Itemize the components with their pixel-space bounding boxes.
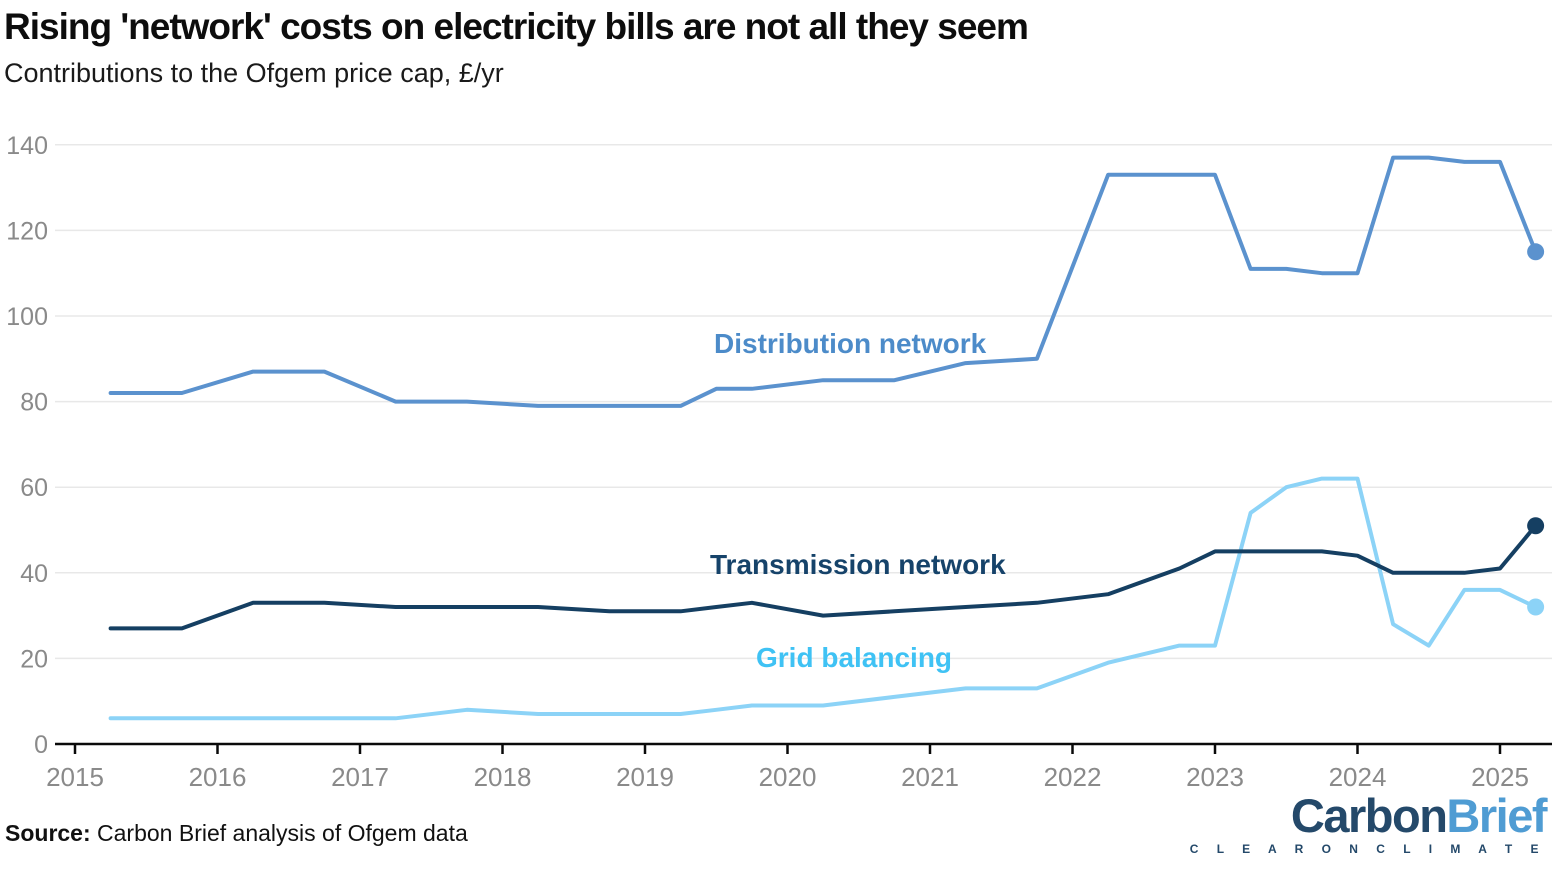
carbonbrief-logo: CarbonBrief C L E A R O N C L I M A T E — [1189, 789, 1548, 856]
series-label-grid-balancing: Grid balancing — [756, 642, 953, 673]
y-tick-label-20: 20 — [20, 645, 48, 673]
x-tick-label-2020: 2020 — [759, 762, 817, 792]
y-tick-label-120: 120 — [6, 217, 48, 245]
series-line-distribution-network — [108, 155, 1538, 408]
page-subtitle: Contributions to the Ofgem price cap, £/… — [4, 58, 504, 88]
x-tick-label-2022: 2022 — [1044, 762, 1102, 792]
series-line-grid-balancing — [108, 476, 1538, 721]
series-label-distribution-network: Distribution network — [714, 328, 987, 359]
logo-carbon: Carbon — [1290, 789, 1448, 842]
x-tick-label-2019: 2019 — [616, 762, 674, 792]
x-tick-label-2016: 2016 — [189, 762, 247, 792]
x-tick-label-2023: 2023 — [1186, 762, 1244, 792]
y-tick-label-80: 80 — [20, 389, 48, 417]
y-tick-label-40: 40 — [20, 560, 48, 588]
y-tick-label-60: 60 — [20, 474, 48, 502]
source-text: Carbon Brief analysis of Ofgem data — [90, 820, 468, 846]
end-dot-grid-balancing — [1527, 598, 1545, 616]
y-tick-label-100: 100 — [6, 303, 48, 331]
end-dot-transmission-network — [1527, 517, 1545, 535]
logo-brief: Brief — [1446, 789, 1547, 842]
page-title: Rising 'network' costs on electricity bi… — [4, 6, 1029, 47]
x-tick-label-2024: 2024 — [1329, 762, 1387, 792]
y-tick-label-0: 0 — [34, 731, 48, 759]
series-line-transmission-network — [108, 523, 1538, 631]
series-label-transmission-network: Transmission network — [710, 549, 1006, 580]
y-tick-label-140: 140 — [6, 132, 48, 160]
x-tick-label-2021: 2021 — [901, 762, 959, 792]
x-tick-label-2015: 2015 — [46, 762, 104, 792]
carbonbrief-wordmark: CarbonBrief — [1190, 789, 1548, 842]
x-tick-label-2018: 2018 — [474, 762, 532, 792]
source-label: Source: — [5, 820, 91, 846]
x-tick-label-2025: 2025 — [1471, 762, 1529, 792]
end-dot-distribution-network — [1527, 243, 1545, 261]
source-note: Source: Carbon Brief analysis of Ofgem d… — [5, 820, 468, 847]
x-tick-label-2017: 2017 — [331, 762, 389, 792]
logo-tagline: C L E A R O N C L I M A T E — [1189, 842, 1546, 856]
